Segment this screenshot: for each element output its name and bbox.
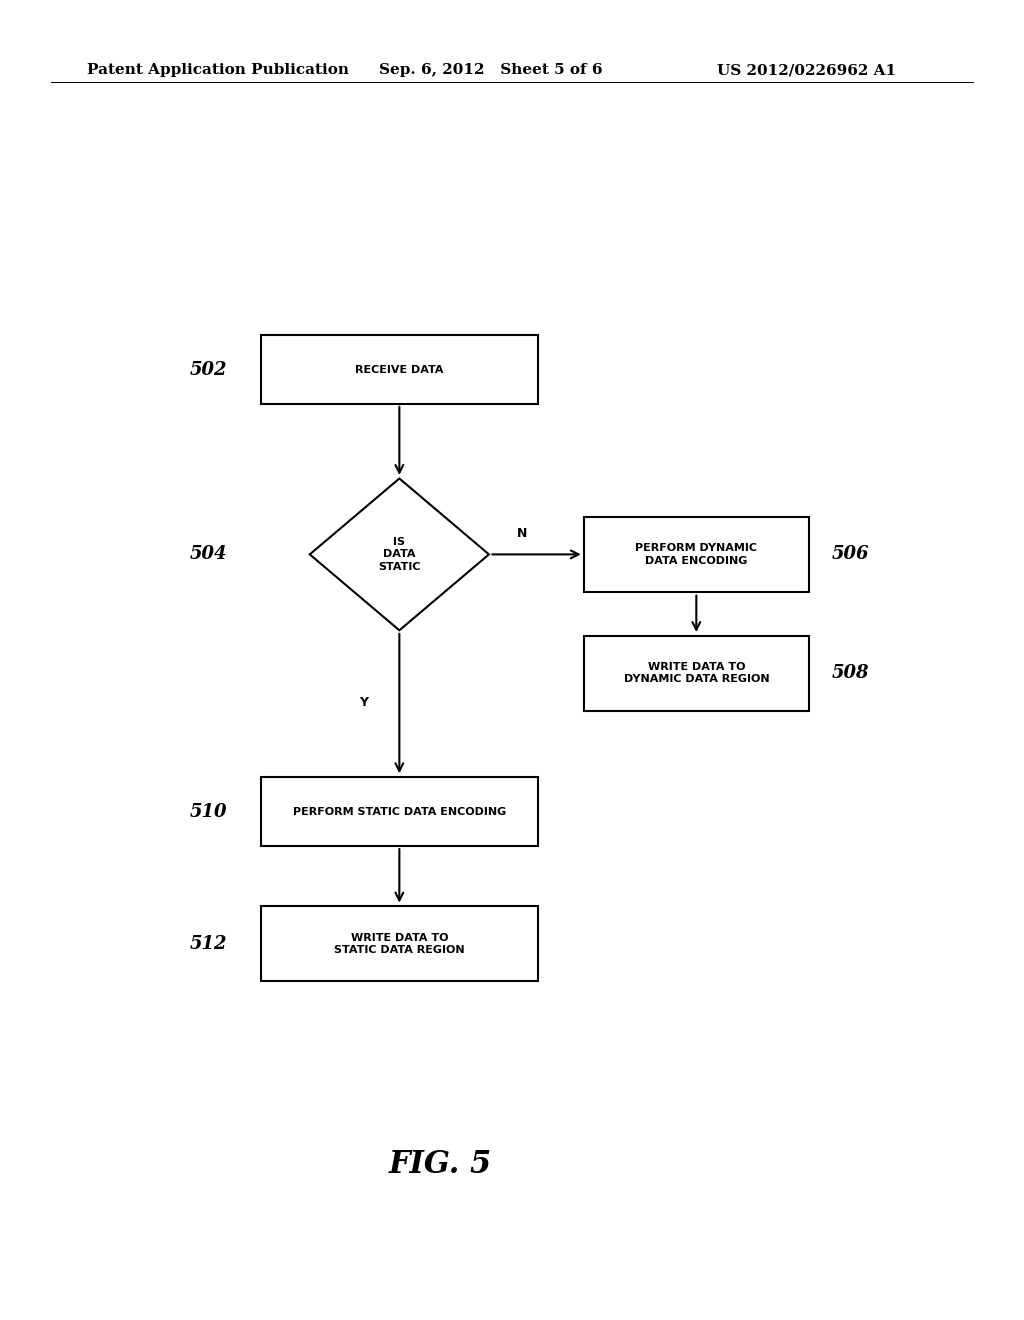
FancyBboxPatch shape [584, 636, 809, 710]
Text: WRITE DATA TO
DYNAMIC DATA REGION: WRITE DATA TO DYNAMIC DATA REGION [624, 663, 769, 684]
Text: Sep. 6, 2012   Sheet 5 of 6: Sep. 6, 2012 Sheet 5 of 6 [379, 63, 602, 78]
Text: 512: 512 [189, 935, 227, 953]
Text: RECEIVE DATA: RECEIVE DATA [355, 364, 443, 375]
Text: FIG. 5: FIG. 5 [389, 1148, 492, 1180]
Text: PERFORM STATIC DATA ENCODING: PERFORM STATIC DATA ENCODING [293, 807, 506, 817]
Text: 504: 504 [189, 545, 227, 564]
FancyBboxPatch shape [261, 335, 538, 404]
FancyBboxPatch shape [261, 907, 538, 982]
Text: IS
DATA
STATIC: IS DATA STATIC [378, 537, 421, 572]
FancyBboxPatch shape [261, 777, 538, 846]
Text: 508: 508 [831, 664, 869, 682]
Text: 502: 502 [189, 360, 227, 379]
Text: PERFORM DYNAMIC
DATA ENCODING: PERFORM DYNAMIC DATA ENCODING [635, 544, 758, 565]
Text: Patent Application Publication: Patent Application Publication [87, 63, 349, 78]
Text: N: N [517, 527, 527, 540]
Text: 506: 506 [831, 545, 869, 564]
Text: WRITE DATA TO
STATIC DATA REGION: WRITE DATA TO STATIC DATA REGION [334, 933, 465, 954]
Text: US 2012/0226962 A1: US 2012/0226962 A1 [717, 63, 896, 78]
Text: 510: 510 [189, 803, 227, 821]
Text: Y: Y [359, 696, 368, 709]
Polygon shape [309, 479, 489, 631]
FancyBboxPatch shape [584, 516, 809, 591]
